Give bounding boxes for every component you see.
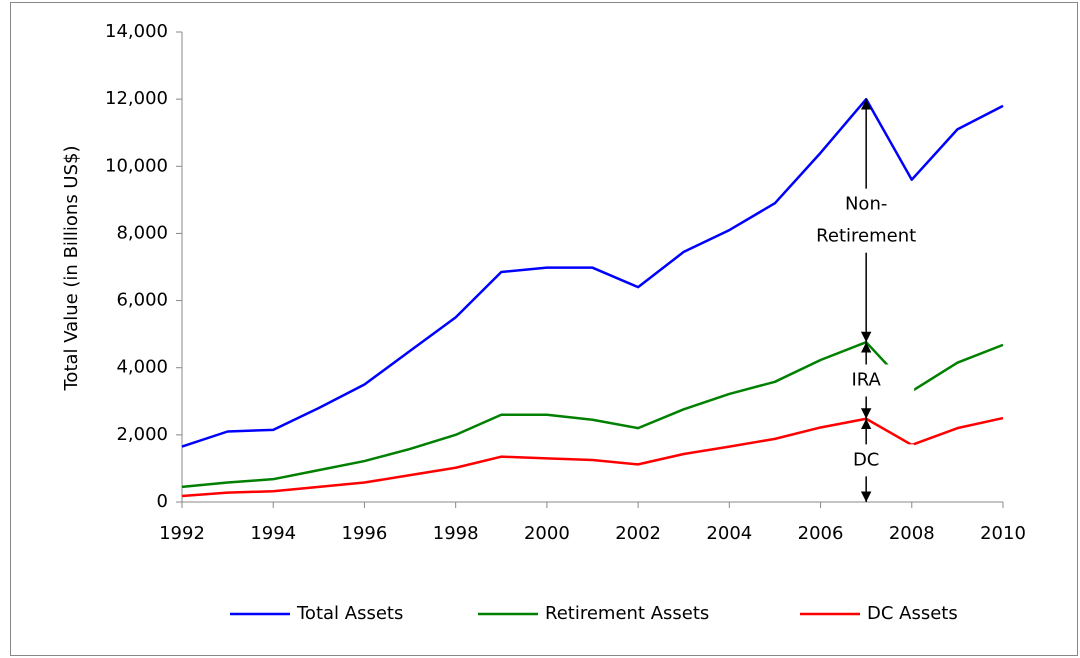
x-tick-label: 2008 — [889, 523, 935, 544]
annotation-text: Non- — [845, 194, 887, 215]
y-axis-label: Total Value (in Billions US$) — [61, 145, 82, 391]
y-tick-label: 0 — [157, 491, 168, 512]
x-tick-label: 2006 — [798, 523, 844, 544]
x-tick-label: 2004 — [706, 523, 752, 544]
annotation-text: Retirement — [816, 226, 916, 247]
x-tick-label: 1998 — [433, 523, 479, 544]
y-tick-label: 2,000 — [116, 424, 168, 445]
y-tick-label: 14,000 — [105, 21, 168, 42]
x-tick-label: 2000 — [524, 523, 570, 544]
y-tick-label: 6,000 — [116, 290, 168, 311]
chart-border — [10, 2, 1078, 656]
annotation-bg — [818, 364, 915, 397]
legend-label: Retirement Assets — [545, 603, 709, 624]
y-tick-label: 4,000 — [116, 357, 168, 378]
annotation-bg — [818, 444, 915, 477]
y-tick-label: 8,000 — [116, 222, 168, 243]
annotation-text: DC — [853, 449, 879, 470]
y-tick-label: 10,000 — [105, 155, 168, 176]
legend-label: DC Assets — [867, 603, 958, 624]
x-tick-label: 1996 — [342, 523, 388, 544]
annotation-text: IRA — [851, 369, 881, 390]
annotation-bg — [818, 188, 915, 253]
x-tick-label: 1994 — [250, 523, 296, 544]
x-tick-label: 2010 — [980, 523, 1026, 544]
legend-label: Total Assets — [296, 603, 403, 624]
y-tick-label: 12,000 — [105, 88, 168, 109]
x-tick-label: 1992 — [159, 523, 205, 544]
x-tick-label: 2002 — [615, 523, 661, 544]
